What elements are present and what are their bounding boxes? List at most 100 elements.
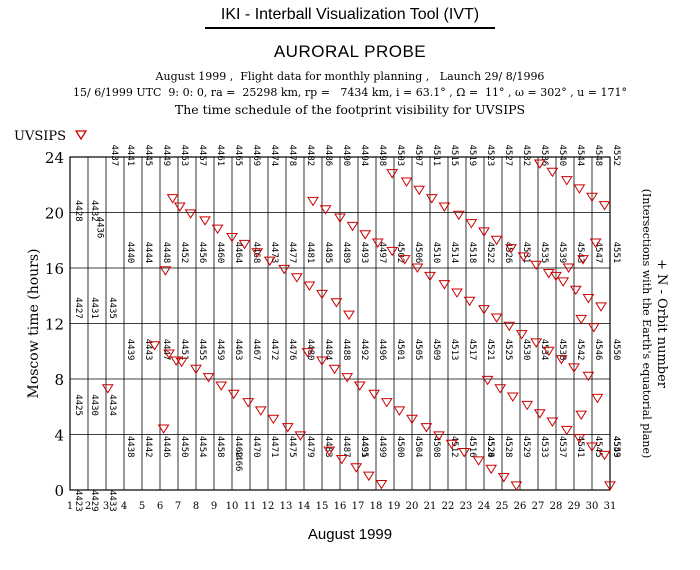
orbit-number-label: 4470	[251, 436, 261, 458]
x-tick-label: 19	[388, 501, 401, 512]
orbit-number-label: 4432	[89, 200, 99, 222]
visibility-marker	[451, 288, 463, 298]
orbit-number-label: 4533	[539, 436, 549, 458]
visibility-marker	[503, 321, 516, 332]
orbit-number-label: 4440	[125, 242, 135, 264]
x-tick-label: 8	[193, 501, 199, 512]
x-tick-label: 16	[334, 501, 347, 512]
x-tick-label: 20	[406, 501, 419, 512]
orbit-number-label: 4530	[521, 339, 531, 361]
orbit-number-label: 4518	[467, 242, 477, 264]
visibility-marker	[598, 450, 611, 461]
orbit-number-label: 4509	[431, 339, 441, 361]
orbit-number-label: 4523	[485, 145, 495, 167]
visibility-marker	[199, 216, 211, 226]
visibility-marker	[452, 210, 465, 221]
orbit-number-label: 4495	[359, 436, 369, 458]
visibility-marker	[368, 389, 381, 400]
orbit-number-label: 4504	[413, 436, 423, 458]
visibility-marker	[173, 202, 186, 212]
orbit-number-label: 4535	[539, 242, 549, 264]
x-tick-label: 13	[280, 501, 293, 512]
orbit-number-label: 4516	[467, 436, 477, 458]
orbit-number-label: 4510	[431, 242, 441, 264]
orbit-number-label: 4445	[143, 145, 153, 167]
orbit-number-label: 4442	[143, 436, 153, 458]
y-tick-label: 0	[54, 482, 64, 500]
visibility-marker	[573, 434, 586, 444]
orbit-number-label: 4501	[395, 339, 405, 361]
visibility-marker	[375, 479, 388, 490]
orbit-number-label: 4548	[593, 145, 603, 167]
visibility-marker	[371, 238, 384, 248]
orbit-number-label: 4540	[557, 145, 567, 167]
visibility-marker	[485, 464, 498, 475]
orbit-number-label: 4474	[269, 145, 279, 167]
visibility-marker	[254, 406, 267, 416]
x-tick-label: 18	[370, 501, 383, 512]
visibility-marker	[278, 264, 291, 275]
visibility-marker	[281, 423, 294, 433]
orbit-number-label: 4500	[395, 436, 405, 458]
visibility-marker	[481, 375, 494, 386]
orbit-number-label: 4519	[467, 145, 477, 167]
orbit-number-label: 4441	[125, 145, 135, 167]
visibility-marker	[589, 238, 602, 248]
x-tick-label: 3	[103, 501, 109, 512]
orbit-number-label: 4458	[215, 436, 225, 458]
orbit-number-label: 4514	[449, 242, 459, 264]
visibility-marker	[424, 271, 436, 282]
orbit-number-label: 4451	[179, 339, 189, 361]
visibility-marker	[242, 398, 255, 408]
orbit-number-label: 4527	[503, 145, 513, 167]
visibility-marker	[598, 201, 611, 211]
visibility-marker	[359, 230, 372, 240]
probe-title: AURORAL PROBE	[273, 42, 427, 61]
visibility-marker	[550, 271, 562, 282]
right-axis-subtitle: (Intersections with the Earth's equatori…	[640, 189, 653, 459]
orbit-number-label: 4487	[341, 436, 351, 458]
x-tick-label: 14	[298, 501, 311, 512]
visibility-marker	[190, 364, 202, 375]
orbit-number-label: 4507	[413, 145, 423, 167]
chart-subtitle: The time schedule of the footprint visib…	[174, 102, 526, 117]
visibility-marker	[163, 349, 175, 359]
orbit-number-label: 4444	[143, 242, 153, 264]
orbit-number-label: 4488	[341, 339, 351, 361]
title-underline	[205, 27, 495, 29]
orbit-number-label: 4452	[179, 242, 189, 264]
visibility-marker	[159, 266, 172, 276]
x-tick-label: 11	[244, 501, 257, 512]
visibility-marker	[420, 423, 433, 433]
orbit-number-label: 4541	[575, 436, 585, 458]
visibility-marker	[334, 213, 346, 223]
visibility-marker	[211, 224, 224, 235]
visibility-marker	[490, 313, 503, 323]
orbit-number-label: 4508	[431, 436, 441, 458]
y-tick-label: 12	[45, 316, 64, 334]
visibility-marker	[411, 263, 424, 273]
orbit-number-label: 4471	[269, 436, 279, 458]
visibility-marker	[555, 355, 568, 365]
x-tick-label: 23	[460, 501, 473, 512]
visibility-marker	[202, 373, 215, 383]
visibility-marker	[157, 424, 170, 434]
visibility-marker	[575, 410, 588, 421]
visibility-marker	[346, 221, 359, 232]
orbit-number-label: 4524	[485, 436, 495, 458]
orbit-number-label: 4521	[485, 339, 495, 361]
orbit-number-label: 4435	[107, 297, 117, 319]
orbit-number-label: 4472	[269, 339, 279, 361]
orbit-number-label: 4492	[359, 339, 369, 361]
orbit-number-label: 4436	[94, 217, 104, 239]
visibility-marker	[393, 406, 406, 416]
flight-info-line: August 1999 , Flight data for monthly pl…	[155, 70, 545, 83]
x-tick-label: 9	[211, 501, 217, 512]
visibility-marker	[533, 159, 546, 169]
orbit-number-label: 4479	[305, 436, 315, 458]
visibility-marker	[506, 392, 519, 402]
orbit-number-label: 4449	[161, 145, 171, 167]
orbit-number-label: 4499	[377, 436, 387, 458]
visibility-marker	[263, 256, 276, 267]
y-tick-label: 8	[54, 371, 64, 389]
